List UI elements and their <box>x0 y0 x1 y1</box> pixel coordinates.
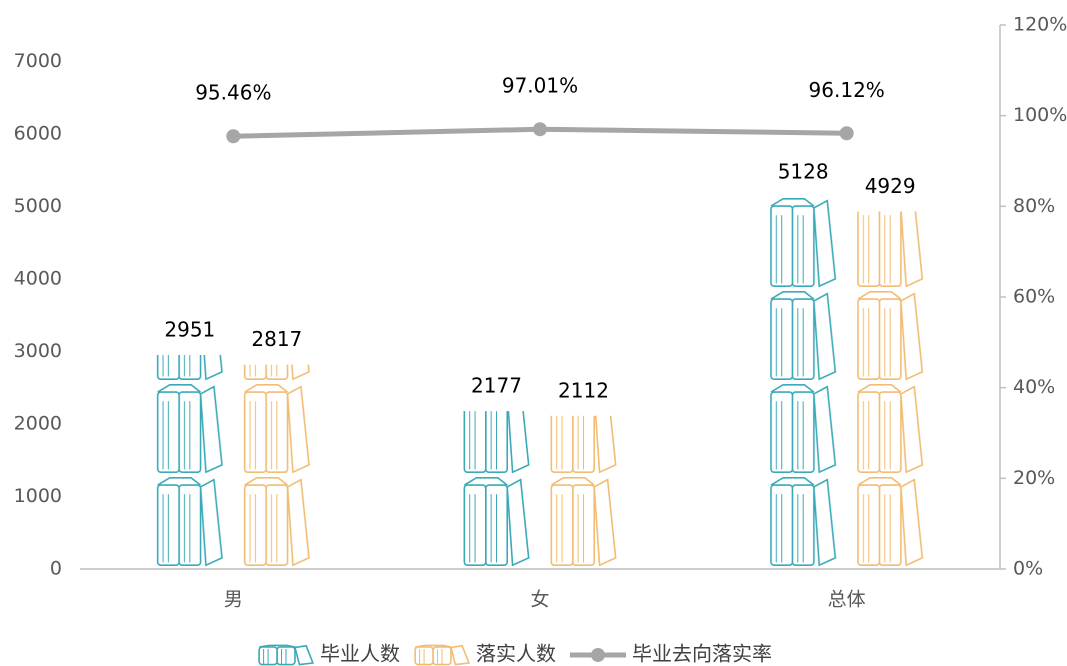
y-tick-label: 5000 <box>14 195 62 217</box>
line-point <box>226 129 241 144</box>
legend-swatch <box>414 644 471 666</box>
data-label: 95.46% <box>195 81 271 105</box>
y-tick-label: 7000 <box>14 50 62 72</box>
y2-tick-label: 20% <box>1013 467 1055 489</box>
data-label: 2817 <box>251 327 302 351</box>
y2-tick-label: 100% <box>1013 104 1067 126</box>
legend-swatch <box>591 648 605 662</box>
line-point <box>839 126 854 141</box>
bar <box>463 411 530 569</box>
legend-label: 毕业人数 <box>320 642 400 666</box>
data-label: 5128 <box>778 160 829 184</box>
bar <box>856 211 924 569</box>
legend-label: 毕业去向落实率 <box>632 642 772 666</box>
data-label: 2112 <box>558 378 609 402</box>
y-tick-label: 6000 <box>14 122 62 144</box>
data-label: 2951 <box>164 317 215 341</box>
bar <box>243 364 311 569</box>
x-tick-label: 总体 <box>828 589 866 611</box>
data-label: 2177 <box>471 374 522 398</box>
line-point <box>533 122 547 137</box>
y-tick-label: 2000 <box>14 412 62 434</box>
y2-tick-label: 120% <box>1013 14 1067 36</box>
y-tick-label: 1000 <box>14 485 62 507</box>
y2-tick-label: 80% <box>1013 195 1055 217</box>
bar <box>769 197 837 569</box>
legend-swatch <box>258 644 315 666</box>
bar <box>550 415 617 569</box>
y-tick-label: 0 <box>50 558 62 580</box>
data-label: 4929 <box>865 174 916 198</box>
y2-tick-label: 40% <box>1013 376 1055 398</box>
y2-tick-label: 0% <box>1013 558 1043 580</box>
y2-tick-label: 60% <box>1013 286 1055 308</box>
data-label: 96.12% <box>809 78 885 102</box>
data-label: 97.01% <box>502 74 578 98</box>
bar <box>156 354 224 569</box>
y-tick-label: 4000 <box>14 267 62 289</box>
y-tick-label: 3000 <box>14 340 62 362</box>
legend-label: 落实人数 <box>476 642 556 666</box>
x-tick-label: 女 <box>530 589 549 611</box>
x-tick-label: 男 <box>224 589 243 611</box>
